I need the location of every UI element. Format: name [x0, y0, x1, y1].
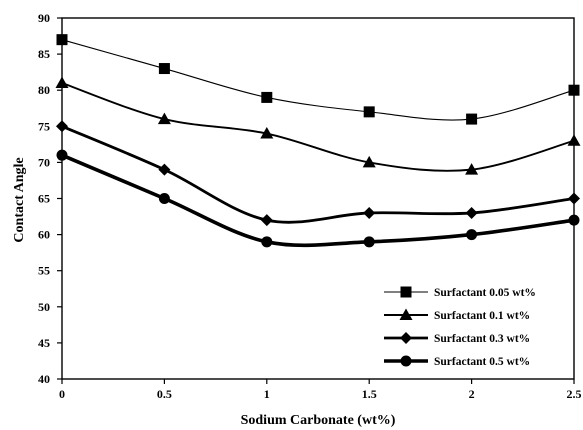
- y-tick-label: 90: [38, 11, 50, 25]
- legend-marker-diamond: [400, 332, 412, 344]
- series-line-2: [61, 82, 575, 172]
- plot-frame: [61, 17, 575, 380]
- series-line-4: [61, 153, 575, 248]
- data-point-square-6: [568, 84, 580, 96]
- y-tick-label: 55: [38, 264, 50, 278]
- legend-marker-triangle: [399, 308, 413, 320]
- data-point-diamond-4: [363, 206, 376, 219]
- data-point-circle-3: [261, 236, 273, 248]
- x-tick-label: 1: [264, 387, 270, 401]
- data-point-square-3: [261, 91, 273, 103]
- series-line-3: [61, 125, 575, 224]
- y-tick-label: 85: [38, 47, 50, 61]
- y-axis-title: Contact Angle: [12, 157, 27, 242]
- y-tick-label: 40: [38, 372, 50, 386]
- y-tick-label: 50: [38, 300, 50, 314]
- y-tick-label: 65: [38, 192, 50, 206]
- y-tick-label: 75: [38, 119, 50, 133]
- x-tick-label: 2: [469, 387, 475, 401]
- y-tick-label: 45: [38, 336, 50, 350]
- x-tick-label: 2.5: [567, 387, 582, 401]
- data-point-circle-5: [466, 229, 478, 241]
- data-point-diamond-3: [260, 214, 273, 227]
- y-tick-label: 70: [38, 155, 50, 169]
- data-point-square-2: [158, 63, 170, 75]
- data-point-triangle-3: [260, 127, 274, 139]
- data-point-square-5: [466, 113, 478, 125]
- plot-area: 40 45 50 55 60 65 70 75 80 85 90 0 0.5 1 1.5 2 2.5 Surfac…: [38, 11, 582, 401]
- legend-label-1: Surfactant 0.05 wt%: [434, 287, 536, 299]
- data-point-triangle-5: [465, 163, 479, 175]
- legend-marker-circle: [400, 355, 412, 367]
- x-axis-title: Sodium Carbonate (wt%): [241, 413, 396, 428]
- data-point-diamond-5: [465, 206, 478, 219]
- x-tick-label: 0.5: [157, 387, 172, 401]
- data-point-circle-4: [363, 236, 375, 248]
- data-point-triangle-2: [157, 112, 171, 125]
- data-point-diamond-1: [56, 120, 68, 133]
- x-tick-label: 0: [59, 387, 65, 401]
- legend-label-4: Surfactant 0.5 wt%: [434, 356, 530, 368]
- legend-marker-square: [400, 286, 412, 298]
- data-point-triangle-6: [567, 134, 581, 146]
- data-point-triangle-4: [362, 155, 376, 168]
- x-tick-label: 1.5: [362, 387, 377, 401]
- series-line-1: [61, 39, 575, 121]
- data-point-circle-1: [56, 149, 68, 161]
- data-point-square-4: [363, 106, 375, 118]
- data-point-diamond-2: [158, 163, 171, 176]
- data-point-triangle-1: [55, 76, 69, 88]
- legend-label-3: Surfactant 0.3 wt%: [434, 333, 530, 345]
- data-point-circle-6: [568, 214, 580, 226]
- data-point-diamond-6: [568, 192, 580, 205]
- y-tick-label: 60: [38, 228, 50, 242]
- y-tick-label: 80: [38, 83, 50, 97]
- data-point-square-1: [56, 34, 68, 46]
- data-point-circle-2: [158, 193, 170, 204]
- legend-label-2: Surfactant 0.1 wt%: [434, 310, 530, 322]
